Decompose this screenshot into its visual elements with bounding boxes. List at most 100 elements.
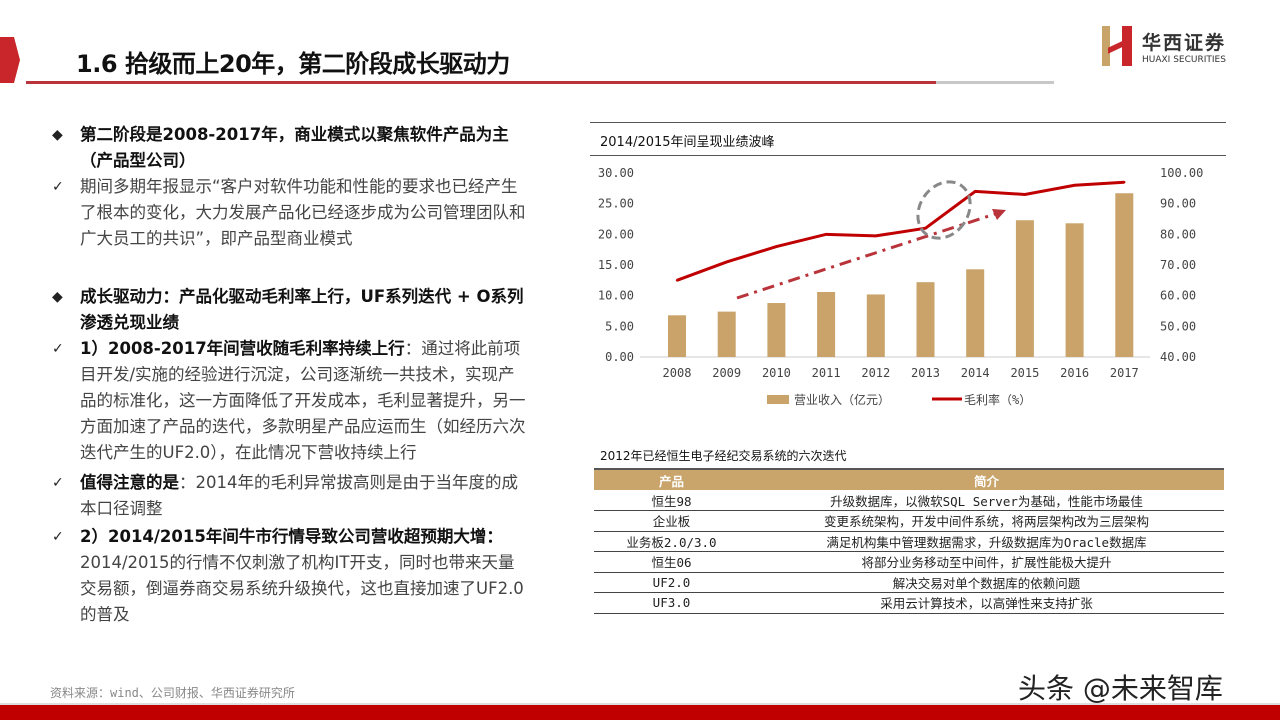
right-tick-label: 80.00 bbox=[1160, 227, 1196, 241]
page-title: 1.6 拾级而上20年，第二阶段成长驱动力 bbox=[76, 50, 510, 78]
point1-text: ：通过将此前项目开发/实施的经验进行沉淀，公司逐渐统一共技术，实现产品的标准化，… bbox=[80, 339, 526, 462]
check-icon: ✓ bbox=[52, 529, 64, 545]
x-tick-label: 2011 bbox=[812, 366, 841, 380]
left-tick-label: 25.00 bbox=[598, 197, 634, 211]
margin-point-2013 bbox=[924, 227, 927, 230]
huaxi-logo: 华西证券 HUAXI SECURITIES bbox=[1100, 26, 1226, 66]
legend-bar-label: 营业收入（亿元） bbox=[794, 392, 890, 407]
section2-heading: 成长驱动力：产品化驱动毛利率上行，UF系列迭代 + O系列渗透兑现业绩 bbox=[80, 287, 524, 332]
margin-point-2014 bbox=[974, 190, 977, 193]
title-underline-gray bbox=[936, 81, 1054, 84]
table-title: 2012年已经恒生电子经纪交易系统的六次迭代 bbox=[600, 449, 847, 463]
margin-line bbox=[676, 180, 1125, 282]
point1-bold: 1）2008-2017年间营收随毛利率持续上行 bbox=[80, 339, 405, 358]
right-tick-label: 100.00 bbox=[1160, 166, 1203, 180]
check-icon: ✓ bbox=[52, 475, 64, 491]
cell-desc: 变更系统架构，开发中间件系统，将两层架构改为三层架构 bbox=[749, 510, 1224, 532]
trend-arrow bbox=[736, 212, 996, 300]
header-tab-marker bbox=[0, 37, 20, 83]
x-tick-label: 2012 bbox=[861, 366, 890, 380]
x-tick-label: 2008 bbox=[663, 366, 692, 380]
section1-point: 期间多期年报显示“客户对软件功能和性能的要求也已经产生了根本的变化，大力发展产品… bbox=[80, 177, 526, 248]
table-header-product: 产品 bbox=[594, 468, 749, 490]
table-row: 企业板 变更系统架构，开发中间件系统，将两层架构改为三层架构 bbox=[594, 510, 1224, 532]
chart-title: 2014/2015年间呈现业绩波峰 bbox=[600, 135, 775, 150]
left-tick-label: 15.00 bbox=[598, 258, 634, 272]
right-tick-label: 90.00 bbox=[1160, 197, 1196, 211]
x-tick-label: 2009 bbox=[712, 366, 741, 380]
margin-point-2008 bbox=[675, 279, 679, 282]
bar-2009 bbox=[717, 311, 736, 357]
logo-en: HUAXI SECURITIES bbox=[1142, 54, 1226, 65]
diamond-bullet-icon: ◆ bbox=[52, 289, 63, 305]
margin-point-2017 bbox=[1123, 181, 1126, 184]
margin-point-2009 bbox=[725, 260, 728, 264]
cell-product: 恒生06 bbox=[594, 551, 749, 573]
logo-mark-icon bbox=[1100, 26, 1136, 66]
bar-2010 bbox=[767, 303, 786, 357]
product-iteration-table: 产品 简介 恒生98 升级数据库，以微软SQL Server为基础，性能市场最佳 … bbox=[594, 468, 1224, 614]
highlight-ellipse bbox=[916, 180, 972, 240]
cell-desc: 升级数据库，以微软SQL Server为基础，性能市场最佳 bbox=[749, 490, 1224, 511]
cell-product: 恒生98 bbox=[594, 490, 749, 511]
margin-point-2011 bbox=[824, 233, 828, 236]
table-row: 恒生06 将部分业务移动至中间件，扩展性能极大提升 bbox=[594, 551, 1224, 573]
right-tick-label: 50.00 bbox=[1160, 319, 1196, 333]
cell-product: UF2.0 bbox=[594, 572, 749, 593]
trend-arrow-head bbox=[992, 209, 1006, 220]
bar-2011 bbox=[817, 291, 836, 357]
margin-point-2016 bbox=[1073, 184, 1076, 187]
x-tick-label: 2010 bbox=[762, 366, 791, 380]
x-tick-label: 2013 bbox=[911, 366, 940, 380]
left-tick-label: 20.00 bbox=[598, 227, 634, 241]
point2-bold: 值得注意的是 bbox=[80, 473, 179, 492]
bar-2015 bbox=[1015, 220, 1034, 357]
watermark: 头条 @未来智库 bbox=[1018, 672, 1223, 705]
left-text: ◆ 第二阶段是2008-2017年，商业模式以聚焦软件产品为主（产品型公司） ✓ 期… bbox=[48, 122, 548, 628]
x-tick-label: 2017 bbox=[1110, 366, 1139, 380]
check-icon: ✓ bbox=[52, 341, 64, 357]
cell-desc: 采用云计算技术，以高弹性来支持扩张 bbox=[749, 592, 1224, 614]
diamond-bullet-icon: ◆ bbox=[52, 127, 63, 143]
source-note: 资料来源：wind、公司财报、华西证券研究所 bbox=[50, 686, 295, 700]
logo-cn: 华西证券 bbox=[1142, 31, 1227, 54]
footer-bar bbox=[0, 703, 1280, 720]
bar-2016 bbox=[1065, 223, 1084, 357]
bar-2013 bbox=[916, 282, 935, 357]
check-icon: ✓ bbox=[52, 179, 64, 195]
chart-title-box bbox=[590, 122, 1226, 156]
point3-text: 2014/2015的行情不仅刺激了机构IT开支，同时也带来天量交易额，倒逼券商交… bbox=[80, 553, 524, 624]
title-underline bbox=[26, 81, 936, 84]
right-tick-label: 60.00 bbox=[1160, 289, 1196, 303]
cell-product: 企业板 bbox=[594, 510, 749, 532]
left-tick-label: 30.00 bbox=[598, 166, 634, 180]
right-tick-label: 70.00 bbox=[1160, 258, 1196, 272]
left-tick-label: 0.00 bbox=[605, 350, 634, 364]
left-tick-label: 10.00 bbox=[598, 289, 634, 303]
left-tick-label: 5.00 bbox=[605, 319, 634, 333]
bar-2012 bbox=[866, 294, 885, 357]
table-row: 业务板2.0/3.0 满足机构集中管理数据需求，升级数据库为Oracle数据库 bbox=[594, 531, 1224, 552]
table-row: UF2.0 解决交易对单个数据库的依赖问题 bbox=[594, 572, 1224, 593]
section1-heading: 第二阶段是2008-2017年，商业模式以聚焦软件产品为主（产品型公司） bbox=[80, 125, 509, 170]
table-row: UF3.0 采用云计算技术，以高弹性来支持扩张 bbox=[594, 592, 1224, 614]
margin-point-2012 bbox=[874, 234, 877, 238]
right-tick-label: 40.00 bbox=[1160, 350, 1196, 364]
margin-point-2010 bbox=[775, 245, 778, 248]
x-tick-label: 2014 bbox=[961, 366, 990, 380]
cell-product: 业务板2.0/3.0 bbox=[594, 531, 749, 552]
x-tick-label: 2015 bbox=[1010, 366, 1039, 380]
bar-2014 bbox=[966, 269, 985, 357]
cell-product: UF3.0 bbox=[594, 592, 749, 614]
cell-desc: 将部分业务移动至中间件，扩展性能极大提升 bbox=[749, 551, 1224, 573]
point3-bold: 2）2014/2015年间牛市行情导致公司营收超预期大增： bbox=[80, 527, 503, 546]
point2-text: ：2014年的毛利异常拔高则是由于当年度的成本口径调整 bbox=[80, 473, 518, 518]
bar-2008 bbox=[668, 315, 686, 357]
table-header-desc: 简介 bbox=[749, 468, 1224, 490]
x-tick-label: 2016 bbox=[1060, 366, 1089, 380]
table-row: 恒生98 升级数据库，以微软SQL Server为基础，性能市场最佳 bbox=[594, 490, 1224, 511]
cell-desc: 满足机构集中管理数据需求，升级数据库为Oracle数据库 bbox=[749, 531, 1224, 552]
cell-desc: 解决交易对单个数据库的依赖问题 bbox=[749, 572, 1224, 593]
margin-point-2015 bbox=[1023, 193, 1027, 196]
